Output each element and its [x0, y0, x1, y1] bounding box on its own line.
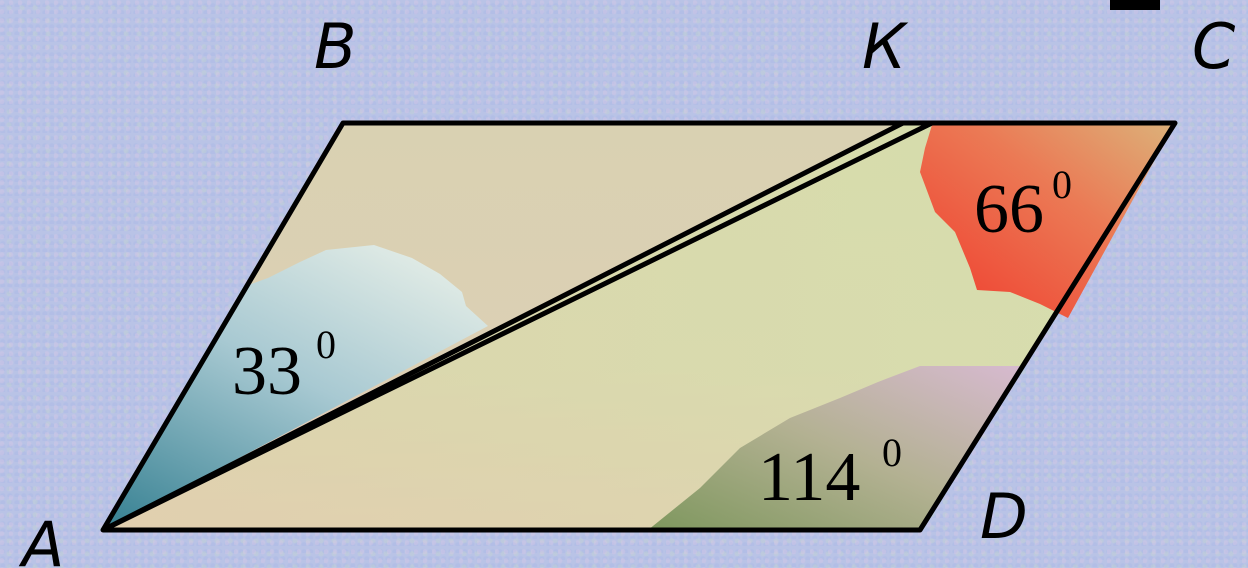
- segment-CD-thin: [918, 122, 1177, 531]
- angle-33-region: [103, 245, 488, 530]
- vertex-label-K: К: [862, 10, 909, 83]
- angle-114-degree: 0: [882, 430, 902, 475]
- corner-bar-fragment: [1110, 0, 1160, 10]
- vertex-label-A: A: [18, 508, 64, 568]
- vertex-label-C: C: [1192, 10, 1236, 83]
- angle-33-value: 33: [232, 333, 302, 410]
- angle-33-degree: 0: [316, 322, 336, 367]
- angle-66-degree: 0: [1052, 162, 1072, 207]
- vertex-label-D: D: [980, 480, 1028, 553]
- vertex-label-B: B: [314, 10, 357, 83]
- angle-66-value: 66: [974, 171, 1044, 248]
- angle-114-region: [648, 366, 1024, 530]
- angle-114-value: 114: [758, 439, 860, 516]
- segment-AC: [101, 120, 934, 533]
- angle-66-region: [920, 123, 1175, 318]
